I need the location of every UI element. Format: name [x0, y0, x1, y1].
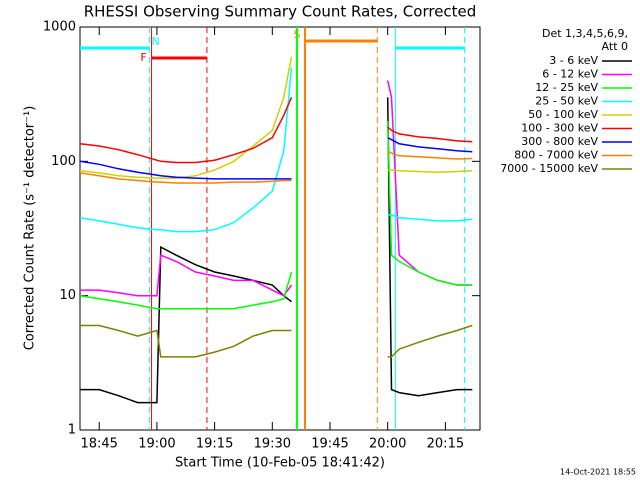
series-line	[79, 96, 473, 164]
x-tick-label: 19:00	[138, 437, 175, 452]
x-tick-label: 19:45	[311, 437, 348, 452]
legend-label: 50 - 100 keV	[528, 108, 598, 121]
legend-label: 12 - 25 keV	[535, 81, 598, 94]
x-tick-label: 20:15	[427, 437, 464, 452]
legend-header: Det 1,3,4,5,6,9,	[542, 27, 628, 40]
y-tick-label: 1000	[43, 20, 76, 35]
series-line	[79, 67, 473, 233]
y-axis-label: Corrected Count Rate (s⁻¹ detector⁻¹)	[23, 106, 38, 351]
plot-frame	[79, 26, 481, 431]
series-line	[79, 120, 473, 310]
chart-title: RHESSI Observing Summary Count Rates, Co…	[84, 3, 477, 21]
series-line	[80, 97, 473, 404]
legend-label: 300 - 800 keV	[521, 135, 598, 148]
legend-label: 3 - 6 keV	[549, 54, 598, 67]
series-line	[80, 80, 473, 297]
series-line	[80, 324, 473, 358]
y-tick-label: 10	[59, 288, 76, 303]
x-tick-label: 18:45	[80, 437, 117, 452]
legend-label: 800 - 7000 keV	[514, 149, 598, 162]
footer: 14-Oct-2021 18:55	[560, 468, 636, 477]
flag-label: F	[140, 51, 146, 64]
legend-label: 100 - 300 keV	[521, 122, 598, 135]
series-line	[79, 137, 473, 180]
series-line	[79, 56, 473, 179]
x-tick-label: 19:15	[196, 437, 233, 452]
x-tick-label: 20:00	[369, 437, 406, 452]
legend-label: 7000 - 15000 keV	[500, 162, 598, 175]
y-tick-label: 1	[68, 423, 76, 438]
legend-label: 6 - 12 keV	[542, 68, 598, 81]
legend-header: Att 0	[602, 40, 628, 53]
series-line	[79, 150, 473, 184]
legend-label: 25 - 50 keV	[535, 95, 598, 108]
x-axis-label: Start Time (10-Feb-05 18:41:42)	[175, 456, 385, 471]
flag-label: N	[151, 35, 159, 48]
x-tick-label: 19:30	[254, 437, 291, 452]
y-tick-label: 100	[51, 154, 76, 169]
